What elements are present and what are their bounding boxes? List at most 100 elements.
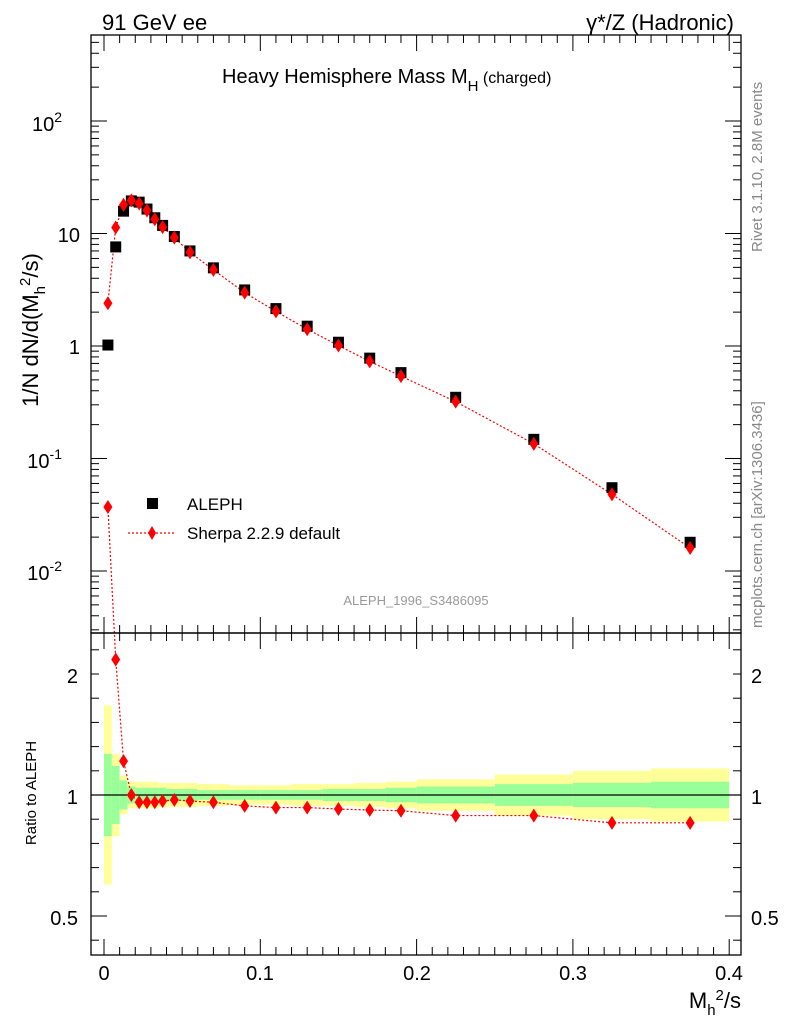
ratio-point (142, 795, 152, 810)
ratio-point (134, 795, 144, 810)
ratio-point (111, 652, 121, 667)
side-label-bottom: mcplots.cern.ch [arXiv:1306.3436] (749, 401, 766, 628)
x-axis-label-end: /s (724, 988, 741, 1013)
legend-sherpa-label: Sherpa 2.2.9 default (187, 524, 340, 543)
ratio-point (529, 808, 539, 823)
header-right: γ*/Z (Hadronic) (586, 10, 734, 35)
ytick-label-1e-2: 10-2 (27, 558, 62, 585)
xtick-label-0.4: 0.4 (715, 963, 743, 985)
ytick-label-10: 10 (58, 225, 80, 247)
ytick-label-1e2-base: 10 (32, 114, 54, 136)
ratio-point (685, 815, 695, 830)
sherpa-point (142, 203, 152, 218)
y-axis-label-sub: h (32, 286, 49, 294)
ratio-point (302, 800, 312, 815)
y-axis-label: 1/N dN/d(Mh2/s) (17, 253, 49, 407)
sherpa-point (103, 296, 113, 311)
xtick-label-0.1: 0.1 (246, 963, 274, 985)
ratio-point (126, 788, 136, 802)
ratio-ytick-label-1-left: 1 (67, 787, 78, 809)
legend-aleph-marker (147, 498, 158, 509)
sherpa-point (119, 197, 129, 212)
ratio-point (396, 803, 406, 818)
main-panel: Heavy Hemisphere Mass MH (charged) 1/N d… (17, 34, 742, 634)
x-axis-label-sub: h (707, 1002, 715, 1019)
ratio-ytick-label-05-right: 0.5 (751, 908, 779, 930)
aleph-point (102, 339, 114, 351)
sherpa-point (607, 487, 617, 502)
legend-aleph-label: ALEPH (187, 495, 243, 514)
ratio-point (240, 798, 250, 813)
ratio-point (103, 500, 113, 515)
sherpa-point (685, 541, 695, 556)
sherpa-point (333, 338, 343, 353)
chart-title: Heavy Hemisphere Mass MH (charged) (222, 66, 551, 95)
ytick-label-1e2: 102 (32, 109, 62, 136)
ratio-point (150, 795, 160, 810)
main-axis-ticks (91, 35, 741, 633)
sherpa-points (103, 193, 695, 556)
aleph-point (110, 241, 122, 253)
ratio-point (158, 794, 168, 809)
x-axis-label-main: M (689, 988, 707, 1013)
ratio-point (208, 795, 218, 810)
legend-sherpa-marker (148, 526, 156, 540)
main-frame (90, 34, 742, 634)
x-axis-label-sup: 2 (716, 987, 724, 1004)
ratio-sherpa-points (103, 500, 695, 830)
chart-title-main: Heavy Hemisphere Mass M (222, 66, 468, 88)
sherpa-point (365, 354, 375, 369)
ytick-label-1e-1-exp: -1 (50, 446, 63, 462)
sherpa-point (134, 196, 144, 211)
ratio-panel: Ratio to ALEPH 2 1 0.5 2 1 0.5 0 0.1 0.2… (23, 500, 779, 1019)
ratio-ytick-label-2-left: 2 (67, 666, 78, 688)
sherpa-point (158, 220, 168, 235)
ratio-point (607, 815, 617, 830)
sherpa-point (240, 285, 250, 300)
xtick-label-0.3: 0.3 (559, 963, 587, 985)
x-axis-label: Mh2/s (689, 987, 741, 1019)
ratio-ytick-label-1-right: 1 (751, 787, 762, 809)
sherpa-point (208, 262, 218, 277)
sherpa-point (111, 220, 121, 235)
ratio-point (451, 808, 461, 823)
ratio-point (333, 802, 343, 817)
ratio-point (169, 792, 179, 807)
sherpa-point (185, 245, 195, 260)
ratio-point (119, 754, 129, 769)
xtick-label-0: 0 (98, 963, 109, 985)
ytick-label-1e-1-base: 10 (27, 451, 49, 473)
chart-title-suffix: (charged) (478, 70, 551, 87)
legend: ALEPH Sherpa 2.2.9 default (128, 495, 340, 543)
sherpa-point (302, 322, 312, 337)
sherpa-point (169, 230, 179, 245)
sherpa-point (271, 304, 281, 319)
y-axis-label-main: 1/N dN/d(M (18, 294, 43, 406)
side-label-top: Rivet 3.1.10, 2.8M events (749, 82, 766, 252)
ratio-point (271, 800, 281, 815)
sherpa-point (451, 394, 461, 409)
y-axis-label-sup: 2 (17, 278, 34, 286)
y-axis-label-end: /s) (18, 253, 43, 277)
ytick-label-1e2-exp: 2 (54, 109, 62, 125)
ratio-point (185, 794, 195, 809)
ratio-ytick-label-2-right: 2 (751, 666, 762, 688)
sherpa-point (126, 193, 136, 208)
ratio-ytick-label-05-left: 0.5 (50, 908, 78, 930)
xtick-label-0.2: 0.2 (403, 963, 431, 985)
sherpa-point (529, 436, 539, 451)
sherpa-point (150, 212, 160, 227)
ratio-axis-ticks (91, 633, 741, 955)
watermark: ALEPH_1996_S3486095 (343, 593, 488, 608)
ytick-label-1e-1: 10-1 (27, 446, 62, 473)
chart-title-sub: H (468, 78, 479, 95)
sherpa-point (396, 369, 406, 384)
ratio-point (365, 803, 375, 818)
ytick-label-1e-2-base: 10 (27, 563, 49, 585)
ratio-frame (90, 632, 742, 956)
ratio-y-label: Ratio to ALEPH (23, 741, 40, 845)
ytick-label-1: 1 (69, 337, 80, 359)
ytick-label-1e-2-exp: -2 (50, 558, 63, 574)
header-left: 91 GeV ee (102, 10, 207, 35)
